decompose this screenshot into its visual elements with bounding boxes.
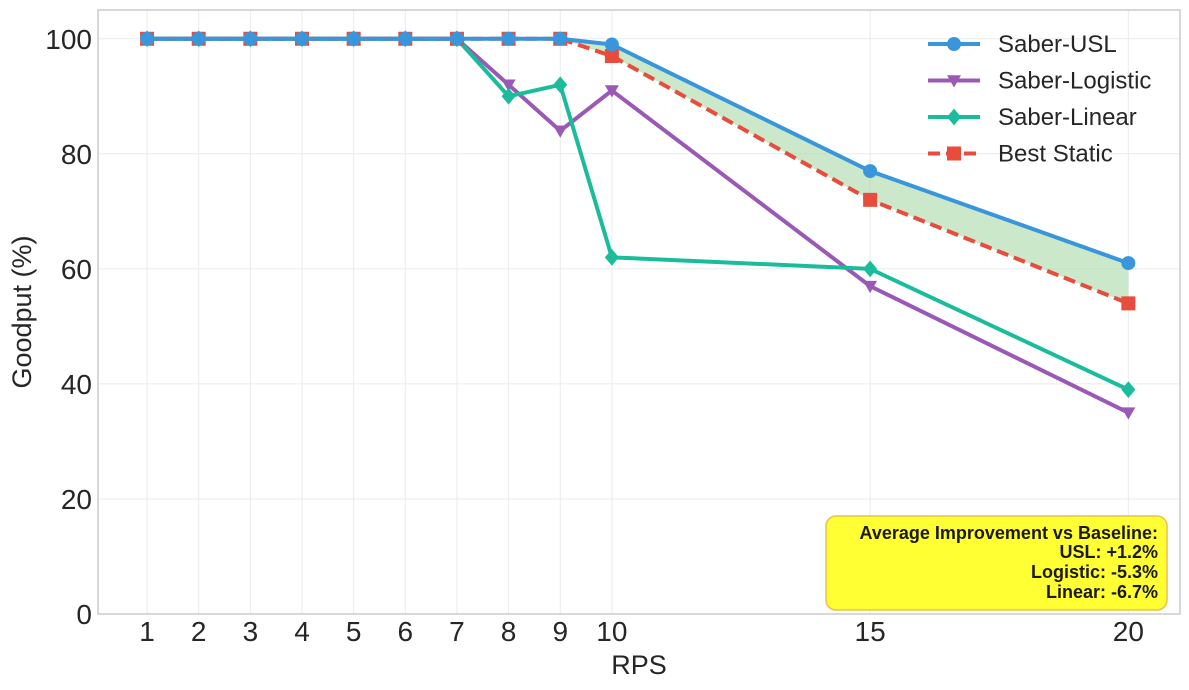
y-tick-label: 60 <box>61 254 92 285</box>
annotation-line-logistic: Logistic: -5.3% <box>1031 562 1158 582</box>
x-tick-label: 20 <box>1113 616 1144 647</box>
x-tick-label: 9 <box>552 616 568 647</box>
legend-marker-best-static <box>947 146 961 161</box>
data-point-saber-linear <box>863 260 878 278</box>
data-point-saber-logistic <box>863 280 878 294</box>
x-tick-label: 15 <box>855 616 886 647</box>
data-point-saber-usl <box>1121 256 1136 271</box>
x-tick-label: 8 <box>501 616 517 647</box>
legend-label-saber-usl: Saber-USL <box>998 31 1117 58</box>
data-point-saber-usl <box>553 31 568 46</box>
x-tick-label: 3 <box>243 616 259 647</box>
legend-label-best-static: Best Static <box>998 141 1113 168</box>
data-point-saber-usl <box>501 31 516 46</box>
grid <box>98 10 1180 615</box>
x-tick-label: 7 <box>449 616 465 647</box>
x-tick-label: 1 <box>139 616 155 647</box>
data-point-saber-usl <box>191 31 206 46</box>
annotation-line-title: Average Improvement vs Baseline: <box>860 523 1158 543</box>
plot-frame <box>97 9 1181 615</box>
legend-label-saber-logistic: Saber-Logistic <box>998 68 1151 95</box>
y-tick-label: 20 <box>61 484 92 515</box>
legend-marker-saber-usl <box>947 37 961 51</box>
data-point-saber-linear <box>501 87 516 105</box>
y-tick-labels: 0 20 40 60 80 100 <box>45 24 92 630</box>
data-point-best-static <box>604 49 619 64</box>
data-point-saber-linear <box>604 248 619 266</box>
annotation-line-linear: Linear: -6.7% <box>1046 582 1158 602</box>
y-axis-label: Goodput (%) <box>7 235 37 388</box>
series-line-saber-usl <box>147 36 1130 265</box>
data-point-saber-logistic <box>501 79 516 92</box>
data-point-best-static <box>1121 296 1136 311</box>
legend: Saber-USL Saber-Logistic Saber-Linear Best … <box>928 31 1151 168</box>
x-tick-label: 2 <box>191 616 207 647</box>
series-saber-usl <box>140 31 1136 271</box>
data-point-saber-usl <box>449 31 464 46</box>
data-point-saber-usl <box>140 31 155 46</box>
data-point-saber-usl <box>398 31 413 46</box>
y-tick-label: 0 <box>76 599 92 630</box>
data-point-best-static <box>863 192 878 207</box>
annotation-box <box>825 515 1168 611</box>
data-point-saber-usl <box>604 37 619 52</box>
legend-marker-saber-logistic <box>947 75 961 88</box>
data-point-saber-logistic <box>1121 407 1136 420</box>
x-tick-labels: 1 2 3 4 5 6 7 8 9 10 15 20 <box>139 616 1144 647</box>
y-tick-label: 80 <box>61 139 92 170</box>
data-point-saber-usl <box>346 31 361 46</box>
x-tick-label: 4 <box>294 616 310 647</box>
data-point-saber-usl <box>863 164 878 179</box>
data-point-saber-linear <box>553 76 568 94</box>
series-group <box>140 30 1136 420</box>
data-point-saber-usl <box>295 31 310 46</box>
x-tick-label: 6 <box>398 616 414 647</box>
x-tick-label: 10 <box>596 616 627 647</box>
y-tick-label: 40 <box>61 369 92 400</box>
data-point-saber-logistic <box>553 125 568 138</box>
data-point-saber-logistic <box>604 85 619 98</box>
y-tick-label: 100 <box>45 24 92 55</box>
x-axis-label: RPS <box>611 650 667 680</box>
x-tick-label: 5 <box>346 616 362 647</box>
legend-marker-saber-linear <box>947 108 961 126</box>
data-point-saber-usl <box>243 31 258 46</box>
improvement-annotation: Average Improvement vs Baseline: USL: +1… <box>825 515 1168 611</box>
annotation-line-usl: USL: +1.2% <box>1059 542 1158 562</box>
data-point-saber-linear <box>1121 381 1136 399</box>
legend-label-saber-linear: Saber-Linear <box>998 104 1137 131</box>
